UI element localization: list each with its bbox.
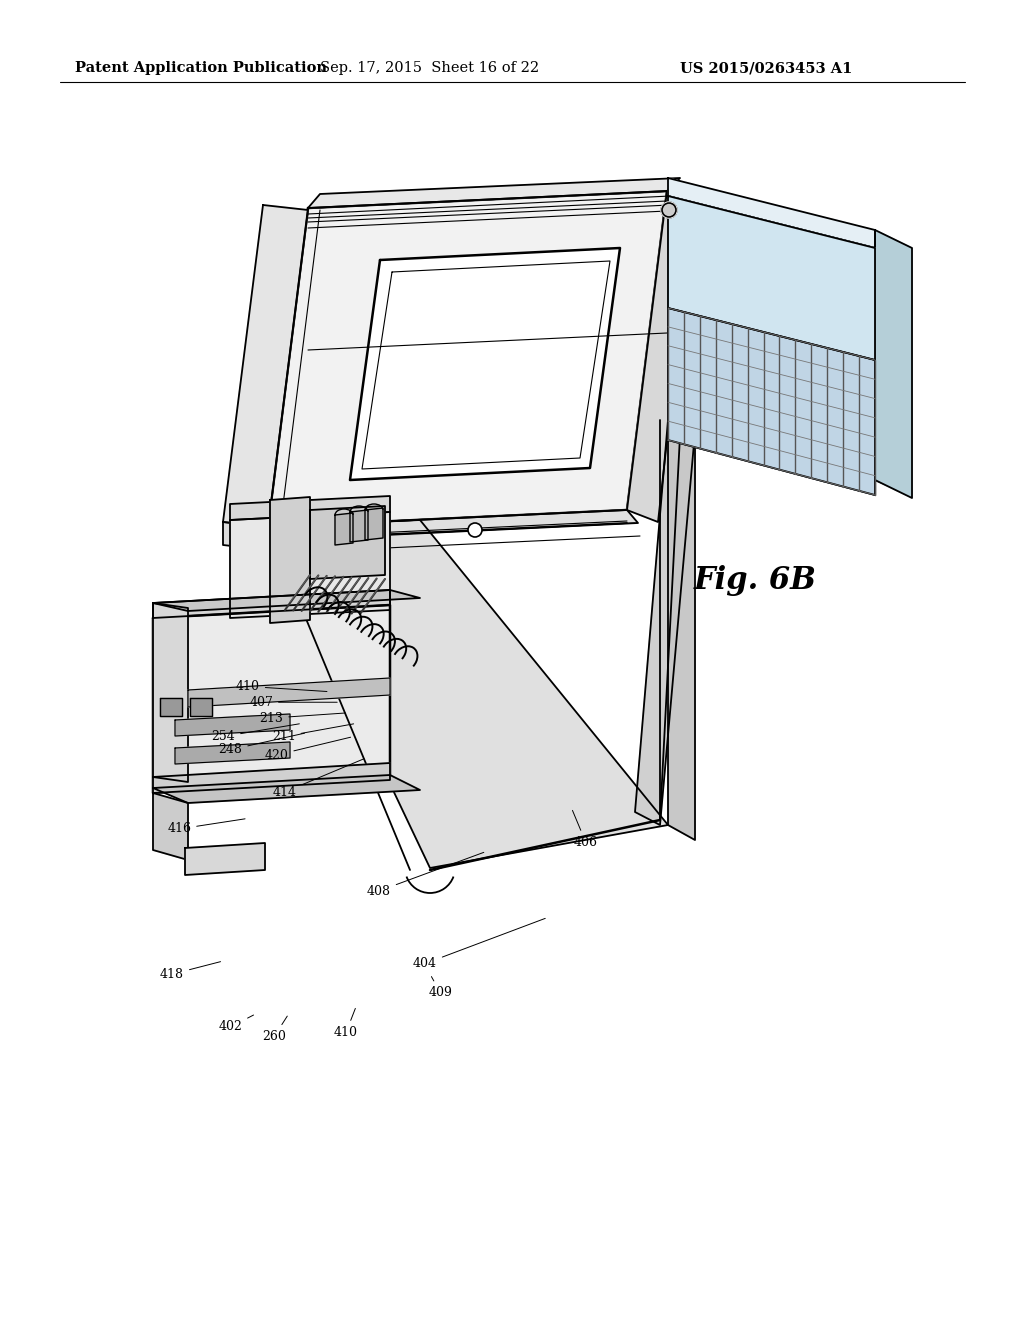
Polygon shape [185,843,265,875]
Text: 260: 260 [262,1016,288,1043]
Text: 213: 213 [259,711,345,725]
Polygon shape [668,308,874,495]
Circle shape [468,523,482,537]
Polygon shape [230,496,390,520]
Text: 408: 408 [367,853,483,898]
Polygon shape [268,520,668,869]
Text: 409: 409 [428,977,453,999]
Text: 410: 410 [334,1008,358,1039]
Text: 407: 407 [249,696,337,709]
Polygon shape [153,603,188,781]
Polygon shape [268,191,667,527]
Polygon shape [188,678,390,708]
Polygon shape [153,605,390,793]
Polygon shape [335,513,353,545]
Text: 416: 416 [167,818,245,836]
Polygon shape [153,775,420,803]
Polygon shape [160,698,182,715]
Polygon shape [672,199,874,480]
Text: 414: 414 [272,759,365,799]
Polygon shape [153,590,420,611]
Polygon shape [350,248,620,480]
Polygon shape [874,238,910,495]
Polygon shape [308,178,680,209]
Text: 248: 248 [218,733,304,756]
Polygon shape [270,498,310,623]
Text: Patent Application Publication: Patent Application Publication [75,61,327,75]
Text: 254: 254 [211,723,299,743]
Text: 402: 402 [218,1015,254,1034]
Text: 404: 404 [413,919,545,970]
Polygon shape [175,742,290,764]
Text: Sep. 17, 2015  Sheet 16 of 22: Sep. 17, 2015 Sheet 16 of 22 [321,61,540,75]
Text: 420: 420 [264,737,350,762]
Text: 418: 418 [160,962,220,981]
Polygon shape [153,793,188,861]
Text: 406: 406 [572,810,598,849]
Polygon shape [672,182,874,255]
Text: US 2015/0263453 A1: US 2015/0263453 A1 [680,61,852,75]
Circle shape [662,203,676,216]
Polygon shape [627,186,695,521]
Polygon shape [268,510,638,540]
Polygon shape [365,508,383,540]
Polygon shape [153,763,390,793]
Polygon shape [874,230,912,498]
Polygon shape [668,195,874,360]
Polygon shape [153,590,390,618]
Text: Fig. 6B: Fig. 6B [693,565,816,595]
Polygon shape [668,195,874,495]
Polygon shape [223,205,308,527]
Polygon shape [635,420,695,825]
Polygon shape [668,420,695,840]
Circle shape [662,202,677,218]
Text: 410: 410 [236,680,327,693]
Polygon shape [230,512,390,618]
Polygon shape [223,521,268,550]
Polygon shape [175,714,290,737]
Polygon shape [310,506,385,579]
Polygon shape [668,178,874,248]
Circle shape [662,202,677,218]
Text: 211: 211 [271,723,353,743]
Polygon shape [190,698,212,715]
Polygon shape [350,510,368,543]
